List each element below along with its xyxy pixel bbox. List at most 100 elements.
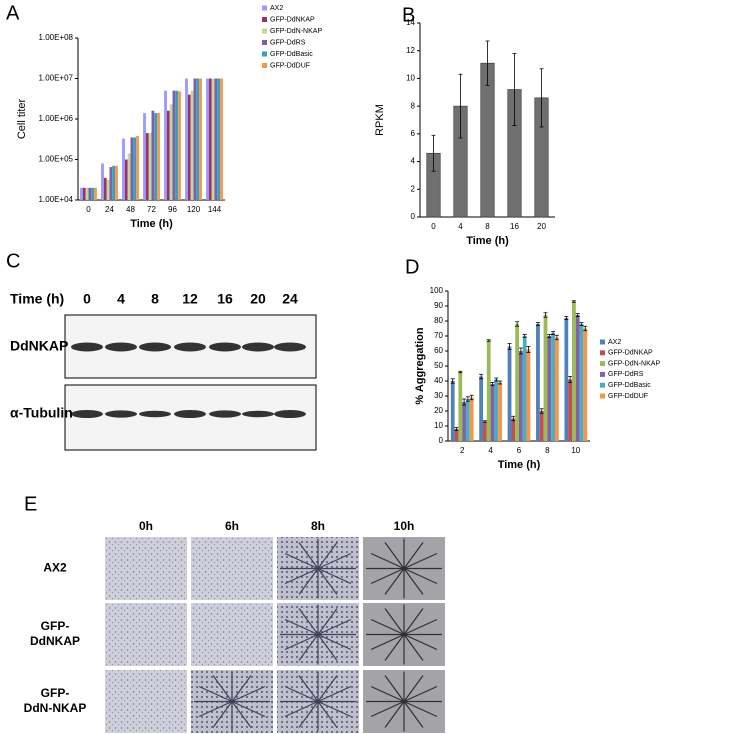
stream bbox=[231, 675, 252, 702]
y-tick-label: 0 bbox=[411, 212, 416, 221]
y-tick-label: 8 bbox=[411, 101, 416, 110]
y-tick-label: 60 bbox=[434, 346, 443, 355]
stream bbox=[403, 568, 424, 595]
x-tick-label: 48 bbox=[126, 205, 135, 214]
legend-label: GFP-DdN-NKAP bbox=[270, 28, 322, 35]
stream bbox=[231, 700, 266, 718]
bar bbox=[185, 78, 188, 200]
bar bbox=[554, 337, 559, 441]
stream bbox=[403, 618, 438, 636]
bar bbox=[450, 381, 455, 441]
bar bbox=[101, 163, 104, 200]
y-tick-label: 10 bbox=[434, 421, 443, 430]
band bbox=[209, 410, 241, 418]
y-tick-label: 50 bbox=[434, 361, 443, 370]
lane-label: 24 bbox=[282, 291, 298, 307]
x-tick-label: 8 bbox=[485, 222, 490, 231]
error-bar bbox=[454, 427, 459, 431]
bar bbox=[539, 411, 544, 441]
stream bbox=[317, 568, 338, 595]
stream bbox=[370, 700, 405, 718]
stream bbox=[370, 618, 405, 636]
bar bbox=[178, 91, 181, 200]
y-axis-label: % Aggregation bbox=[414, 327, 426, 404]
error-bar bbox=[522, 334, 527, 338]
error-bar bbox=[450, 378, 455, 384]
stream bbox=[403, 552, 438, 570]
error-bar bbox=[494, 377, 499, 382]
error-bar bbox=[458, 73, 463, 139]
x-tick-label: 24 bbox=[105, 205, 114, 214]
stream bbox=[198, 685, 233, 703]
legend-label: GFP-DdN-NKAP bbox=[608, 360, 660, 367]
bar bbox=[190, 90, 194, 200]
y-tick-label: 90 bbox=[434, 301, 443, 310]
bar bbox=[465, 399, 470, 441]
bar bbox=[187, 94, 191, 200]
bar bbox=[547, 336, 552, 441]
bar bbox=[579, 324, 584, 441]
x-tick-label: 144 bbox=[208, 205, 222, 214]
stream bbox=[317, 633, 352, 651]
legend-label: GFP-DdNKAP bbox=[608, 350, 653, 357]
band bbox=[139, 410, 171, 418]
band bbox=[71, 342, 103, 352]
bar bbox=[94, 187, 97, 200]
stream bbox=[403, 634, 424, 661]
bar bbox=[127, 153, 131, 200]
stream bbox=[317, 634, 338, 661]
bar bbox=[551, 333, 555, 441]
bar bbox=[575, 315, 580, 441]
legend-label: GFP-DdDUF bbox=[608, 393, 648, 400]
stream bbox=[284, 700, 319, 718]
bar bbox=[85, 187, 89, 200]
error-bar bbox=[479, 373, 484, 380]
bar bbox=[164, 90, 167, 200]
y-tick-label: 30 bbox=[434, 391, 443, 400]
bar bbox=[124, 159, 128, 200]
legend-label: GFP-DdDUF bbox=[270, 62, 310, 69]
y-tick-label: 20 bbox=[434, 406, 443, 415]
y-tick-label: 4 bbox=[411, 157, 416, 166]
micrograph bbox=[191, 603, 273, 666]
bar bbox=[133, 137, 137, 200]
y-tick-label: 1.00E+08 bbox=[39, 33, 74, 42]
stream bbox=[370, 633, 405, 651]
row-label: GFP- bbox=[41, 686, 70, 700]
bar bbox=[172, 90, 176, 200]
row-label: DdNKAP bbox=[30, 634, 80, 648]
bar bbox=[572, 301, 576, 441]
stream bbox=[298, 542, 319, 569]
y-tick-label: 1.00E+07 bbox=[39, 74, 74, 83]
stream bbox=[370, 552, 405, 570]
stream bbox=[384, 568, 405, 595]
bar bbox=[145, 133, 149, 200]
bar bbox=[109, 167, 113, 200]
stream bbox=[284, 552, 319, 570]
band bbox=[274, 410, 306, 418]
bar bbox=[88, 187, 92, 200]
lane-label: 4 bbox=[117, 291, 125, 307]
bar bbox=[469, 397, 474, 441]
legend-swatch bbox=[262, 40, 267, 45]
error-bar bbox=[539, 68, 544, 128]
stream bbox=[384, 675, 405, 702]
stream bbox=[284, 633, 319, 651]
bar bbox=[169, 104, 173, 200]
legend-swatch bbox=[600, 350, 605, 356]
bar bbox=[175, 90, 179, 200]
column-label: 0h bbox=[139, 519, 153, 533]
bar bbox=[122, 138, 125, 200]
bar bbox=[196, 78, 200, 200]
y-tick-label: 40 bbox=[434, 376, 443, 385]
legend-swatch bbox=[600, 393, 605, 399]
micrograph bbox=[105, 603, 187, 666]
stream bbox=[403, 675, 424, 702]
stream bbox=[384, 701, 405, 728]
bar bbox=[199, 78, 202, 200]
stream bbox=[317, 567, 352, 585]
error-bar bbox=[465, 396, 470, 402]
stream bbox=[403, 701, 424, 728]
micrograph bbox=[191, 537, 273, 600]
stream bbox=[317, 608, 338, 635]
